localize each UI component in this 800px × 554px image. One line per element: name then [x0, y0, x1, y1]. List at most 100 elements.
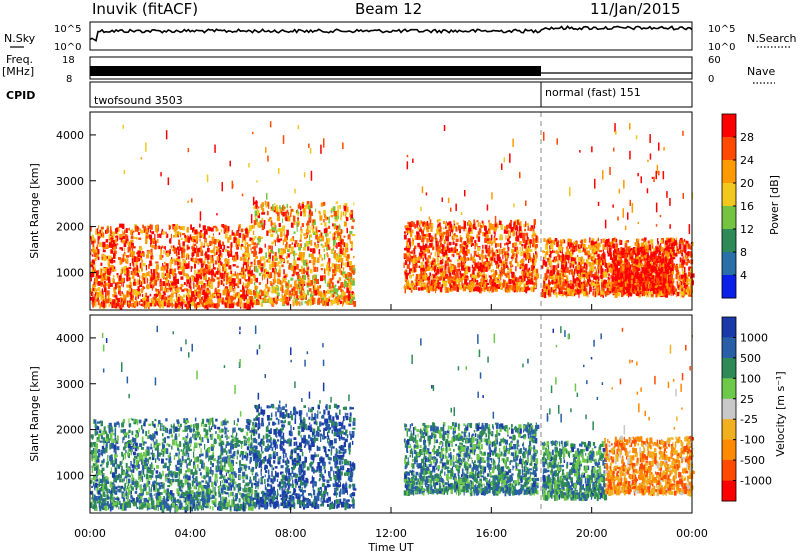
range-cell [244, 239, 247, 242]
range-cell [414, 286, 416, 290]
range-cell [159, 282, 162, 286]
range-cell [417, 260, 421, 263]
range-cell [499, 259, 502, 264]
range-cell [188, 276, 191, 281]
range-cell [468, 223, 471, 229]
range-cell [137, 286, 140, 292]
range-cell [342, 239, 344, 246]
range-cell [335, 264, 337, 270]
range-cell [189, 297, 193, 304]
range-cell [154, 280, 157, 286]
range-cell [509, 231, 511, 237]
range-cell [408, 257, 412, 261]
range-cell [159, 278, 162, 285]
range-cell [246, 283, 249, 288]
range-cell [227, 276, 230, 280]
range-cell [138, 301, 141, 306]
range-cell [590, 280, 594, 286]
range-cell [128, 289, 131, 293]
range-cell [432, 284, 434, 289]
range-cell [681, 267, 683, 272]
range-cell [342, 247, 344, 251]
range-cell [215, 303, 219, 309]
range-cell [462, 246, 465, 253]
range-cell [116, 275, 119, 278]
range-cell [494, 277, 498, 283]
range-cell [288, 265, 291, 270]
range-cell [434, 272, 437, 276]
range-cell [170, 260, 172, 264]
range-cell [190, 265, 192, 272]
range-cell [117, 281, 120, 285]
range-cell [243, 256, 247, 263]
range-cell [235, 231, 239, 236]
range-cell [690, 282, 693, 288]
range-cell [338, 257, 342, 263]
range-cell [330, 214, 334, 218]
range-cell [474, 240, 477, 244]
range-cell [216, 295, 220, 299]
range-cell [126, 255, 130, 258]
range-cell [430, 252, 432, 256]
range-cell [133, 289, 136, 296]
range-cell [162, 291, 166, 294]
range-cell [525, 200, 527, 206]
range-cell [177, 264, 181, 268]
range-cell [247, 280, 250, 285]
range-cell [271, 241, 274, 245]
range-cell [253, 278, 257, 282]
range-cell [637, 243, 640, 248]
range-cell [410, 258, 414, 263]
range-cell [290, 222, 294, 228]
range-cell [503, 247, 505, 254]
range-cell [489, 281, 493, 286]
range-cell [404, 247, 407, 251]
range-cell [185, 260, 187, 265]
range-cell [133, 278, 136, 284]
range-cell [465, 227, 467, 232]
range-cell [519, 282, 523, 285]
range-cell [115, 295, 118, 300]
range-cell [332, 274, 334, 281]
range-cell [475, 267, 477, 271]
range-cell [426, 261, 430, 264]
range-cell [209, 284, 212, 288]
range-cell [195, 235, 199, 241]
range-cell [473, 260, 476, 265]
range-cell [218, 297, 221, 301]
range-cell [187, 254, 190, 260]
range-cell [96, 296, 99, 302]
range-cell [211, 275, 214, 280]
range-cell [403, 262, 405, 268]
range-cell [334, 250, 336, 254]
range-cell [327, 233, 329, 237]
range-cell [187, 289, 191, 294]
range-cell [115, 300, 119, 307]
range-cell [684, 292, 686, 297]
range-cell [314, 287, 318, 292]
range-cell [103, 302, 107, 308]
range-cell [121, 247, 123, 251]
range-cell [305, 259, 308, 263]
range-cell [403, 234, 407, 240]
range-cell [450, 279, 454, 283]
range-cell [527, 279, 531, 285]
range-cell [186, 226, 189, 233]
nsky-line [89, 25, 693, 42]
range-cell [559, 268, 562, 273]
range-cell [451, 276, 454, 282]
range-cell [608, 263, 611, 268]
range-cell [273, 255, 277, 259]
range-cell [470, 222, 472, 227]
range-cell [529, 243, 531, 249]
range-cell [447, 287, 451, 292]
range-cell [227, 272, 230, 278]
range-cell [475, 226, 477, 230]
range-cell [116, 239, 118, 242]
range-cell [152, 269, 156, 275]
range-cell [516, 235, 520, 242]
range-cell [248, 243, 251, 247]
range-cell [448, 231, 450, 237]
range-cell [232, 278, 236, 283]
range-cell [221, 262, 223, 266]
